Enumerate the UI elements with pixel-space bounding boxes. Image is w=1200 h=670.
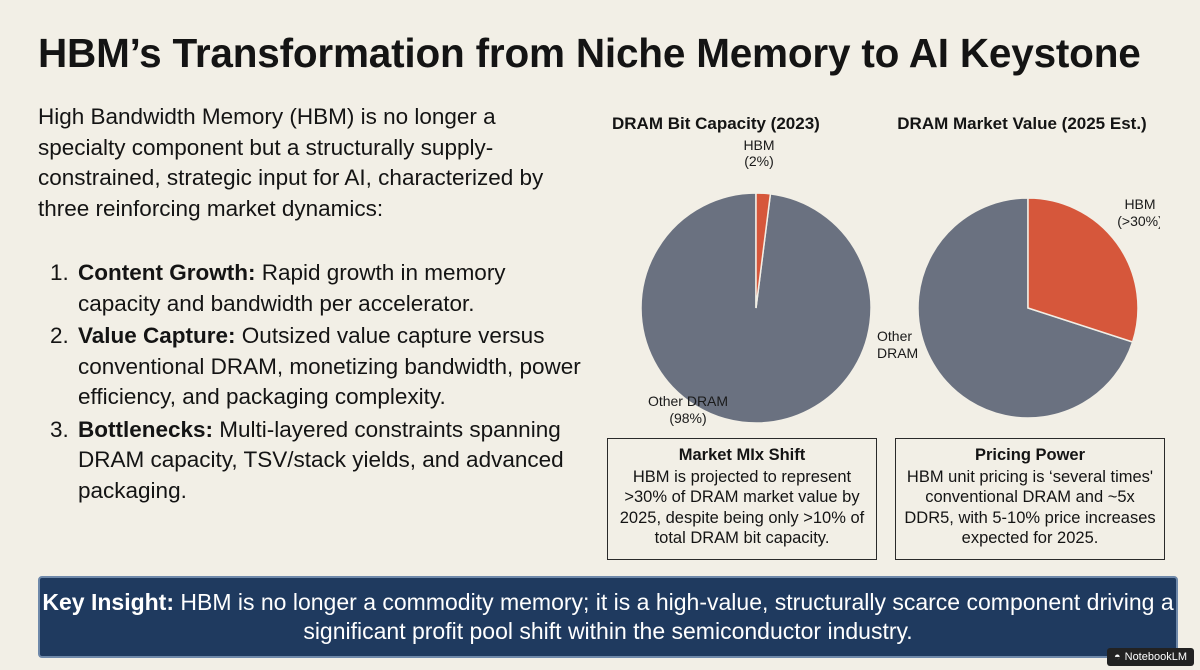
list-text: Multi-layered constraints spanning DRAM … (78, 416, 564, 503)
market-mix-box: Market MIx Shift HBM is projected to rep… (607, 438, 877, 560)
pie-label-other-value: Other (877, 328, 912, 344)
pie-label-other-value-2: DRAM (877, 345, 918, 361)
pricing-power-text: HBM unit pricing is ‘several times' conv… (904, 467, 1156, 548)
pricing-power-title: Pricing Power (974, 446, 1086, 464)
pie-label-other-bit: Other DRAM (648, 393, 728, 409)
list-number: 2. (50, 323, 69, 348)
key-insight-label: Key Insight: (42, 589, 174, 615)
list-number: 3. (50, 416, 69, 442)
list-item: 2. Value Capture: Outsized value capture… (50, 321, 590, 413)
dynamics-list: 1. Content Growth: Rapid growth in memor… (50, 258, 590, 508)
list-text: Rapid growth in memory capacity and band… (78, 260, 506, 316)
page-title: HBM’s Transformation from Niche Memory t… (38, 30, 1141, 76)
market-mix-text: HBM is projected to represent >30% of DR… (619, 467, 865, 548)
pie-slice-hbm-bit (755, 192, 772, 309)
pie-label-other-bit-pct: (98%) (669, 410, 706, 426)
notebooklm-logo-icon: ◓ (1113, 651, 1121, 663)
intro-paragraph: High Bandwidth Memory (HBM) is no longer… (38, 104, 544, 221)
chart-title-bit-capacity: DRAM Bit Capacity (2023) (612, 114, 820, 133)
list-heading: Content Growth: (78, 260, 256, 285)
pricing-power-box: Pricing Power HBM unit pricing is ‘sever… (895, 438, 1165, 560)
market-mix-title: Market MIx Shift (678, 446, 806, 464)
list-item: 3. Bottlenecks: Multi-layered constraint… (50, 415, 590, 507)
list-number: 1. (50, 260, 69, 285)
list-text: Outsized value capture versus convention… (78, 323, 581, 409)
pie-label-hbm-bit-pct: (2%) (744, 153, 774, 169)
list-heading: Bottlenecks: (78, 416, 214, 442)
chart-title-market-value: DRAM Market Value (2025 Est.) (897, 114, 1147, 133)
list-heading: Value Capture: (78, 323, 236, 348)
pie-label-hbm-value-pct: (>30%) (1117, 213, 1160, 229)
pie-label-hbm-value: HBM (1124, 196, 1155, 212)
key-insight-text: HBM is no longer a commodity memory; it … (174, 589, 1174, 644)
brand-label: NotebookLM (1124, 651, 1187, 663)
pie-slice-other-dram-value (917, 197, 1134, 419)
notebooklm-badge: ◓ NotebookLM (1106, 648, 1194, 666)
pie-slice-hbm-value (1027, 197, 1139, 343)
list-item: 1. Content Growth: Rapid growth in memor… (50, 258, 590, 319)
key-insight-banner: Key Insight: HBM is no longer a commodit… (38, 576, 1178, 658)
pie-charts: HBM (2%) Other DRAM (98%) HBM (>30%) Oth… (640, 138, 1160, 426)
pie-label-hbm-bit: HBM (743, 138, 774, 153)
